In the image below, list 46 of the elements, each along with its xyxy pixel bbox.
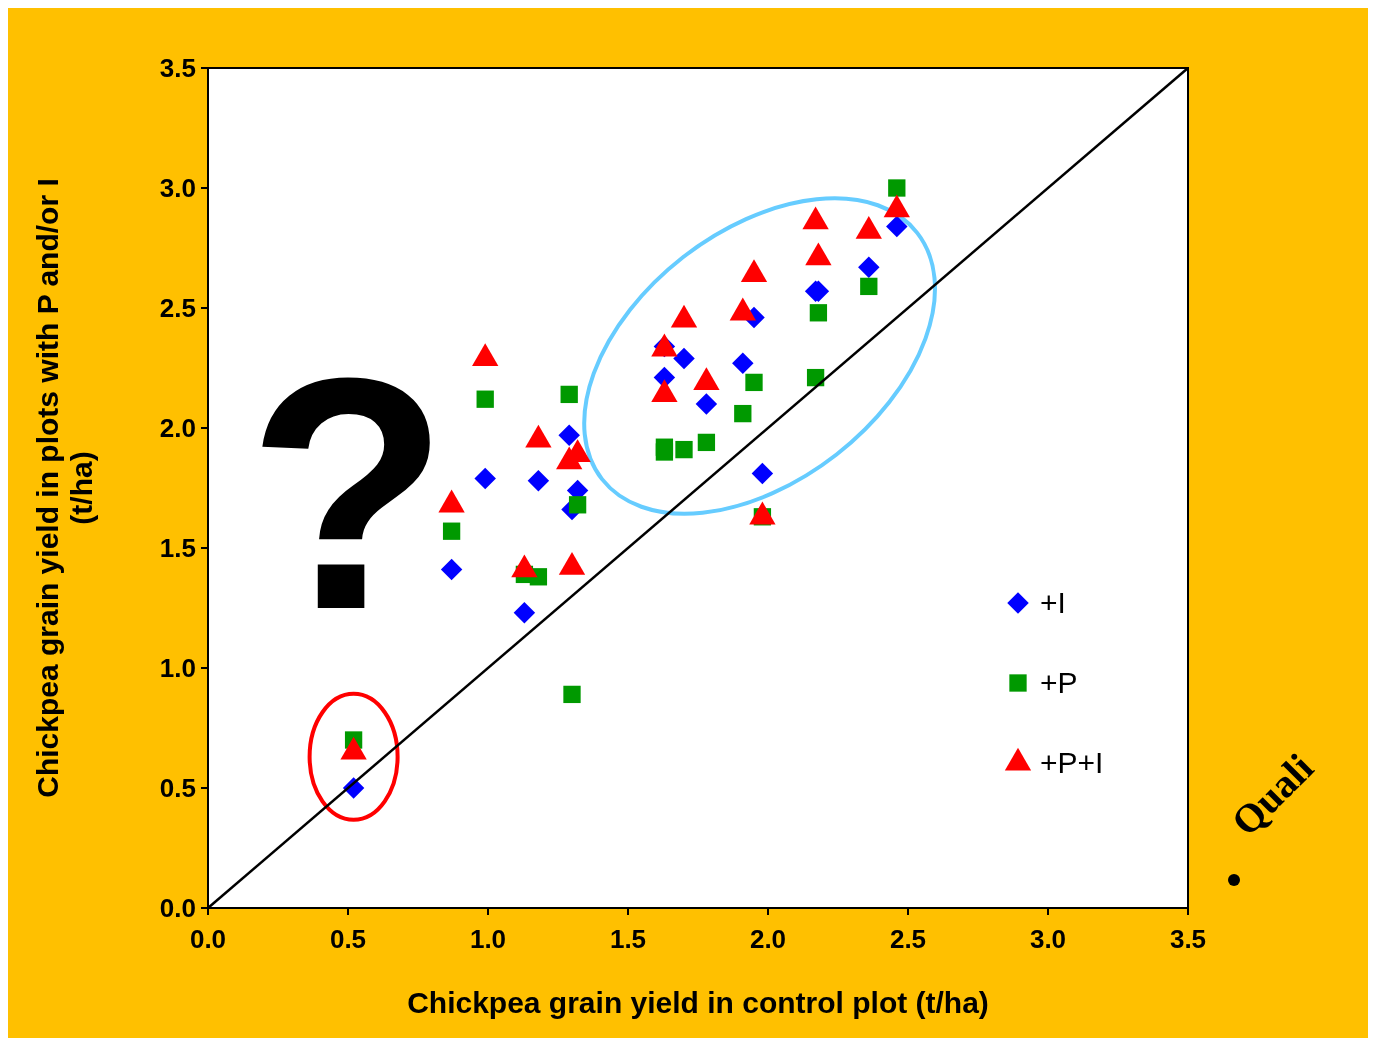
y-tick-label: 3.5 bbox=[159, 53, 196, 83]
legend-label: +P+I bbox=[1040, 746, 1104, 779]
point bbox=[734, 404, 752, 423]
annotation: ? bbox=[247, 309, 449, 678]
y-axis-title: Chickpea grain yield in plots with P and/or I (t/ha) bbox=[31, 178, 98, 798]
x-tick-label: 1.0 bbox=[469, 924, 507, 954]
x-tick-label: 3.0 bbox=[1029, 924, 1067, 954]
y-tick-label: 2.0 bbox=[159, 413, 196, 443]
legend-label: +I bbox=[1040, 586, 1066, 619]
point bbox=[673, 347, 695, 370]
point bbox=[568, 496, 587, 514]
point bbox=[560, 385, 578, 404]
x-axis-title: Chickpea grain yield in control plot (t/ha) bbox=[407, 986, 989, 1019]
y-tick-label: 0.5 bbox=[159, 773, 196, 803]
point bbox=[860, 277, 878, 296]
point bbox=[442, 522, 461, 540]
point bbox=[474, 467, 496, 490]
point bbox=[886, 215, 908, 238]
y-tick-label: 1.5 bbox=[159, 533, 196, 563]
y-tick-label: 1.0 bbox=[159, 653, 196, 683]
x-tick-label: 0.5 bbox=[329, 924, 367, 954]
point bbox=[695, 393, 718, 415]
point bbox=[697, 433, 716, 452]
point bbox=[476, 390, 494, 408]
legend-label: +P bbox=[1040, 666, 1078, 699]
point bbox=[809, 304, 828, 322]
point bbox=[527, 470, 550, 492]
point bbox=[745, 373, 763, 392]
point bbox=[675, 440, 693, 459]
x-tick-label: 0.0 bbox=[189, 924, 227, 954]
y-tick-label: 3.0 bbox=[159, 173, 196, 203]
x-tick-label: 3.5 bbox=[1169, 924, 1207, 954]
y-tick-label: 2.5 bbox=[159, 293, 196, 323]
point bbox=[751, 462, 774, 485]
y-tick-label: 0.0 bbox=[159, 893, 196, 923]
x-tick-label: 1.5 bbox=[609, 924, 647, 954]
point bbox=[513, 602, 536, 624]
point bbox=[655, 443, 674, 461]
point bbox=[563, 685, 581, 704]
x-tick-label: 2.5 bbox=[889, 924, 927, 954]
point bbox=[888, 179, 906, 197]
point bbox=[558, 424, 580, 446]
point bbox=[440, 558, 463, 581]
x-tick-label: 2.0 bbox=[749, 924, 787, 954]
point bbox=[858, 256, 880, 278]
point bbox=[732, 352, 754, 374]
